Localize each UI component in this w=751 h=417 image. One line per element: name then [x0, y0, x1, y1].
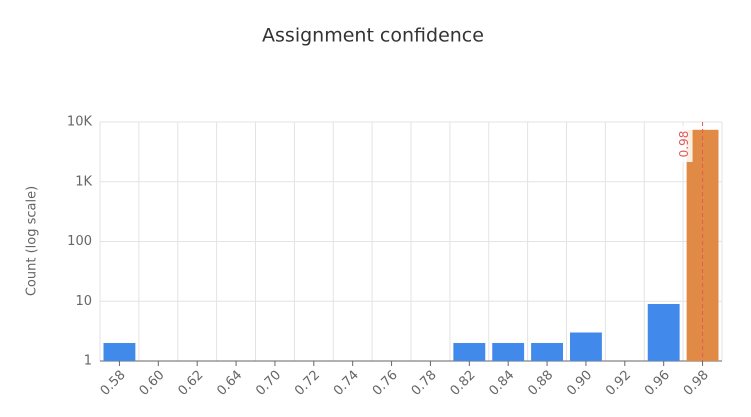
x-tick-label: 0.82 — [448, 368, 479, 399]
bar — [453, 343, 486, 361]
x-tick-label: 0.88 — [525, 368, 556, 399]
y-tick-label: 1 — [84, 354, 92, 369]
x-tick-label: 0.62 — [175, 368, 206, 399]
x-tick-label: 0.72 — [292, 368, 323, 399]
bar — [569, 332, 602, 361]
bar — [492, 343, 525, 361]
x-tick-label: 0.98 — [681, 368, 712, 399]
x-tick-label: 0.60 — [137, 368, 168, 399]
bar — [103, 343, 136, 361]
x-tick-label: 0.92 — [603, 368, 634, 399]
bar — [647, 303, 680, 361]
mark-label: 0.98 — [677, 131, 691, 158]
bar — [686, 129, 719, 361]
x-tick-label: 0.76 — [370, 368, 401, 399]
mark-label-bg — [676, 126, 693, 162]
x-tick-label: 0.78 — [409, 368, 440, 399]
y-tick-label: 100 — [67, 234, 92, 249]
x-tick-label: 0.84 — [486, 368, 517, 399]
x-tick-label: 0.74 — [331, 368, 362, 399]
y-tick-label: 10 — [75, 294, 92, 309]
x-tick-label: 0.58 — [98, 368, 129, 399]
x-tick-label: 0.64 — [214, 368, 245, 399]
y-tick-label: 10K — [67, 115, 93, 130]
x-tick-label: 0.70 — [253, 368, 284, 399]
y-axis-label: Count (log scale) — [25, 186, 40, 296]
bar — [531, 343, 564, 361]
y-tick-label: 1K — [75, 174, 92, 189]
chart-title: Assignment confidence — [262, 25, 484, 47]
x-tick-label: 0.96 — [642, 368, 673, 399]
x-tick-label: 0.90 — [564, 368, 595, 399]
